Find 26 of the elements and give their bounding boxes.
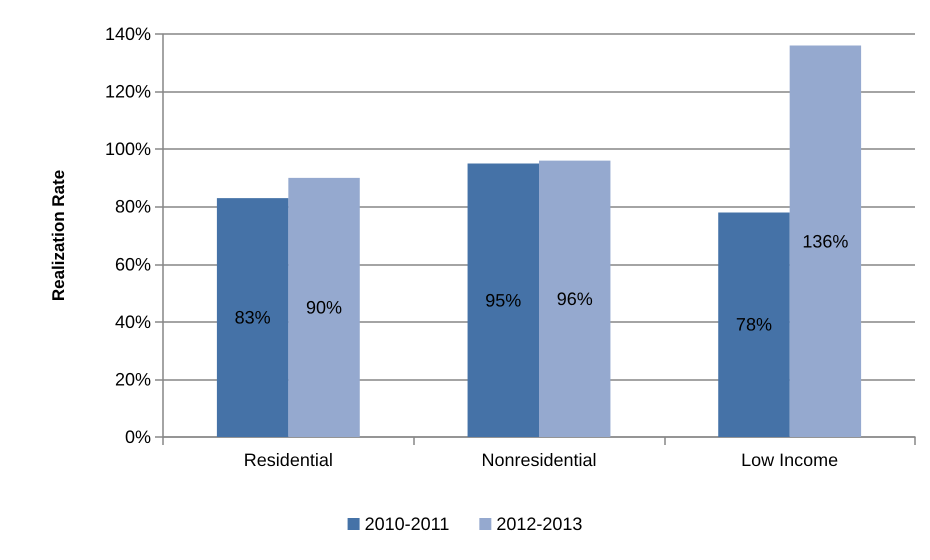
bar <box>790 46 862 437</box>
legend-label: 2012-2013 <box>496 514 582 534</box>
y-tick-label: 0% <box>124 427 151 447</box>
y-tick-label: 60% <box>114 254 151 274</box>
bar <box>288 178 360 437</box>
y-tick-label: 20% <box>114 369 151 390</box>
x-tick-label: Residential <box>244 450 333 470</box>
data-label: 90% <box>306 297 342 318</box>
y-tick-label: 100% <box>104 139 151 160</box>
y-tick-label: 120% <box>104 82 151 102</box>
bar <box>718 212 790 437</box>
legend-label: 2010-2011 <box>364 514 450 534</box>
data-label: 136% <box>802 231 848 252</box>
bar <box>539 160 610 437</box>
y-tick-label: 40% <box>114 312 151 332</box>
bar <box>468 164 539 437</box>
data-label: 96% <box>556 288 593 309</box>
x-tick-label: Nonresidential <box>481 450 597 470</box>
data-label: 95% <box>485 290 522 310</box>
x-tick-label: Low Income <box>741 450 838 470</box>
data-label: 78% <box>736 314 772 335</box>
y-tick-label: 80% <box>114 196 151 217</box>
bar <box>216 198 288 437</box>
y-tick-label: 140% <box>104 24 151 44</box>
y-axis-title: Realization Rate <box>49 170 68 302</box>
data-label: 83% <box>234 308 271 328</box>
